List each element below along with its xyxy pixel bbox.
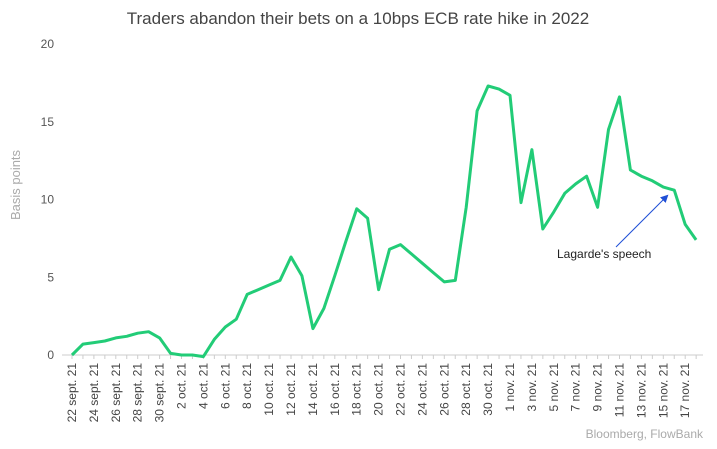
x-tick-label: 26 oct. 21: [437, 363, 451, 416]
x-tick-label: 11 nov. 21: [613, 363, 627, 418]
y-axis-label: Basis points: [8, 149, 23, 220]
x-tick-label: 2 oct. 21: [175, 363, 189, 409]
y-tick-label: 15: [41, 115, 55, 129]
x-tick-label: 8 oct. 21: [240, 363, 254, 409]
line-series: [70, 84, 698, 359]
x-tick-label: 7 nov. 21: [569, 363, 583, 412]
x-tick-label: 9 nov. 21: [591, 363, 605, 412]
x-tick-label: 18 oct. 21: [350, 363, 364, 416]
y-tick-label: 5: [47, 270, 54, 284]
x-tick-label: 30 oct. 21: [481, 363, 495, 416]
x-tick-label: 13 nov. 21: [634, 363, 648, 418]
x-tick-label: 16 oct. 21: [328, 363, 342, 416]
x-tick-label: 26 sept. 21: [109, 363, 123, 423]
x-tick-label: 22 oct. 21: [394, 363, 408, 416]
x-tick-label: 6 oct. 21: [218, 363, 232, 409]
y-tick-label: 20: [41, 37, 55, 51]
x-tick-label: 12 oct. 21: [284, 363, 298, 416]
x-tick-label: 24 sept. 21: [87, 363, 101, 423]
x-tick-label: 10 oct. 21: [262, 363, 276, 416]
x-tick-label: 30 sept. 21: [153, 363, 167, 423]
x-tick-label: 20 oct. 21: [372, 363, 386, 416]
x-tick-label: 1 nov. 21: [503, 363, 517, 412]
x-tick-label: 28 oct. 21: [459, 363, 473, 416]
x-tick-label: 5 nov. 21: [547, 363, 561, 412]
x-tick-label: 4 oct. 21: [196, 363, 210, 409]
x-tick-label: 14 oct. 21: [306, 363, 320, 416]
annotation-arrow: [615, 194, 669, 248]
x-tick-label: 3 nov. 21: [525, 363, 539, 412]
chart-title: Traders abandon their bets on a 10bps EC…: [127, 9, 589, 28]
x-tick-label: 17 nov. 21: [678, 363, 692, 418]
x-tick-label: 22 sept. 21: [65, 363, 79, 423]
x-tick-label: 15 nov. 21: [656, 363, 670, 418]
y-tick-label: 10: [41, 193, 55, 207]
x-tick-label: 28 sept. 21: [131, 363, 145, 423]
x-tick-label: 24 oct. 21: [415, 363, 429, 416]
source: Bloomberg, FlowBank: [586, 427, 704, 441]
annotation: Lagarde's speech: [557, 247, 651, 261]
y-tick-label: 0: [47, 348, 54, 362]
